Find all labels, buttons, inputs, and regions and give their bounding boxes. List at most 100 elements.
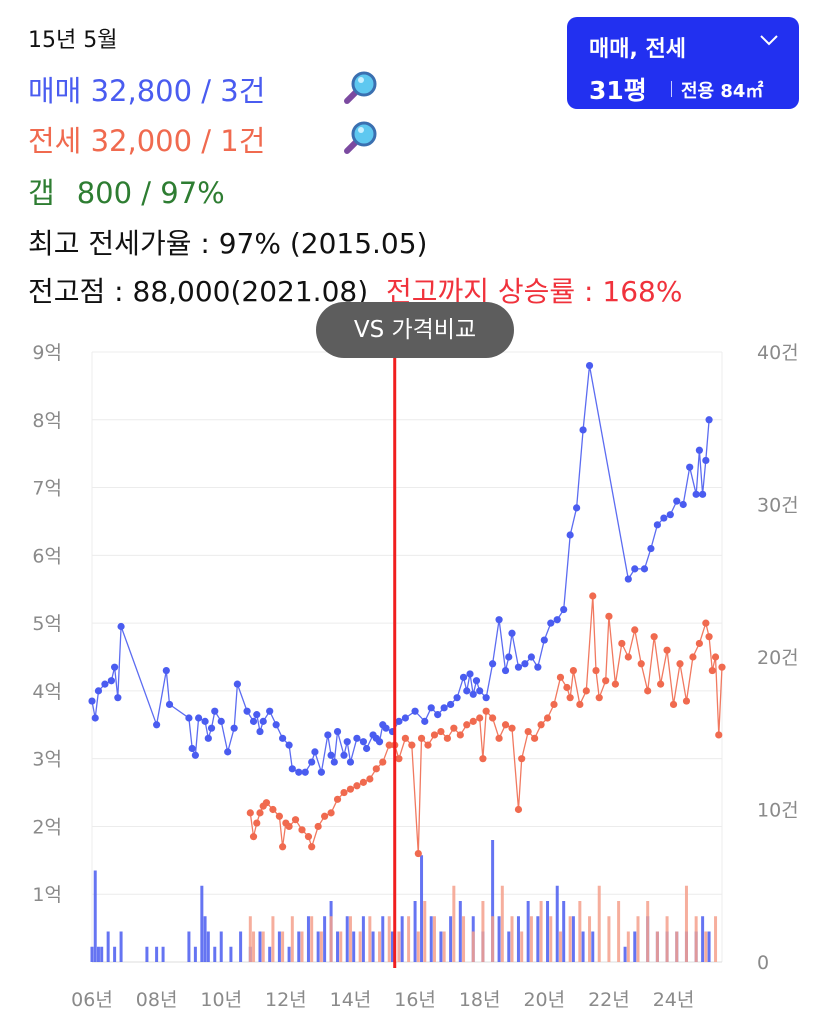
data-point (640, 565, 649, 573)
volume-bar (546, 901, 550, 962)
volume-bar (704, 931, 708, 962)
data-point (249, 833, 258, 841)
data-point (266, 707, 274, 715)
volume-bar (187, 931, 191, 962)
data-point (101, 680, 109, 688)
data-point (495, 616, 503, 624)
data-point (699, 490, 707, 498)
data-point (469, 690, 477, 698)
data-point (382, 724, 390, 732)
data-point (682, 697, 691, 705)
volume-bar (281, 931, 285, 962)
data-point (579, 426, 587, 434)
divider (671, 81, 672, 97)
data-point (556, 673, 565, 681)
volume-bar (145, 946, 149, 962)
data-point (644, 687, 652, 695)
data-point (657, 680, 665, 688)
volume-bar (106, 931, 110, 962)
volume-bar (562, 901, 566, 962)
volume-bar (555, 885, 559, 962)
peak-price: 전고점 : 88,000(2021.08) (28, 275, 369, 308)
volume-bar (229, 946, 233, 962)
magnifier-icon[interactable] (344, 120, 378, 154)
volume-bar (558, 931, 562, 962)
data-point (689, 653, 697, 661)
data-point (718, 663, 726, 671)
area-type-selector[interactable]: 매매, 전세 31평 전용 84㎡ (567, 17, 799, 109)
volume-bar (442, 931, 446, 962)
magnifier-icon[interactable] (344, 70, 378, 104)
data-point (372, 765, 380, 773)
volume-bar (471, 931, 475, 962)
data-point (375, 738, 384, 746)
data-point (647, 544, 655, 553)
x-tick-label: 08년 (136, 989, 178, 1011)
volume-bar (358, 931, 362, 962)
data-point (324, 731, 332, 739)
volume-bar (423, 901, 427, 962)
data-point (547, 619, 555, 627)
data-point (582, 687, 590, 695)
volume-bar (617, 901, 621, 962)
data-point (501, 666, 510, 675)
vs-compare-button[interactable]: VS 가격비교 (316, 302, 514, 358)
data-point (553, 616, 561, 624)
data-point (201, 717, 209, 725)
data-point (437, 727, 445, 736)
series-line (91, 365, 710, 773)
data-point (456, 731, 464, 739)
data-point (191, 751, 199, 759)
data-point (259, 717, 267, 725)
data-point (476, 687, 484, 695)
data-point (705, 633, 713, 641)
volume-bar (432, 916, 436, 962)
data-point (666, 511, 674, 519)
jeonse-summary: 전세 32,000 / 1건 (28, 124, 266, 158)
volume-bar (310, 916, 314, 962)
volume-bar (96, 946, 100, 962)
volume-bar (239, 931, 243, 962)
data-point (708, 666, 716, 675)
volume-bar (352, 931, 356, 962)
data-point (333, 795, 342, 803)
data-point (379, 758, 387, 766)
volume-bar (623, 946, 627, 962)
max-jeonse-ratio: 최고 전세가율 : 97% (2015.05) (28, 227, 428, 260)
data-point (269, 805, 277, 814)
data-point (230, 724, 238, 732)
data-point (401, 734, 409, 742)
data-point (188, 744, 196, 753)
data-point (91, 714, 99, 722)
data-point (469, 717, 477, 725)
volume-bar (361, 916, 365, 962)
data-point (527, 653, 535, 661)
trade-type-label: 매매, 전세 (589, 37, 686, 62)
data-point (508, 629, 516, 637)
x-tick-label: 10년 (200, 989, 242, 1011)
volume-bar (258, 931, 262, 962)
data-point (288, 765, 296, 773)
volume-bar (93, 870, 97, 962)
volume-bar (339, 931, 343, 962)
data-point (686, 463, 694, 471)
volume-bar (607, 916, 611, 962)
data-point (531, 734, 539, 742)
volume-bar (714, 916, 718, 962)
data-point (301, 768, 309, 776)
data-point (573, 504, 581, 512)
data-point (489, 660, 497, 668)
y-left-tick-label: 7억 (32, 478, 62, 500)
y-right-tick-label: 0 (757, 952, 769, 974)
volume-bar (200, 885, 204, 962)
data-point (162, 666, 170, 675)
data-point (534, 663, 542, 671)
data-point (514, 805, 523, 814)
data-point (88, 697, 96, 705)
y-left-tick-label: 9억 (32, 342, 62, 364)
data-point (524, 727, 532, 736)
volume-bar (646, 901, 650, 962)
data-point (279, 843, 287, 851)
volume-bar (452, 885, 456, 962)
